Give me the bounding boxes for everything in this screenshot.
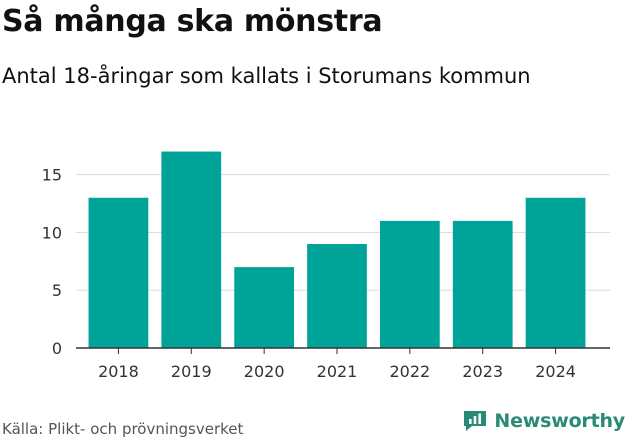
bar-2022 — [379, 220, 440, 348]
bar-2021 — [307, 244, 367, 348]
bar-chart: 0 5 10 15 2018 2019 2020 2021 2022 2023 2024 — [42, 151, 610, 381]
x-tick-label: 2021 — [317, 362, 358, 381]
chart-title: Så många ska mönstra — [2, 4, 383, 39]
chart-subtitle: Antal 18-åringar som kallats i Storumans… — [2, 64, 531, 88]
y-tick-label: 15 — [42, 166, 62, 185]
bar-2024 — [525, 197, 586, 348]
bar-2019 — [161, 151, 222, 348]
x-tick-label: 2019 — [171, 362, 212, 381]
source-note: Källa: Plikt- och prövningsverket — [2, 420, 244, 438]
bar-2018 — [88, 197, 149, 348]
y-tick-label: 0 — [52, 339, 62, 358]
x-tick-label: 2023 — [462, 362, 503, 381]
y-tick-label: 5 — [52, 281, 62, 300]
x-tick-label: 2024 — [535, 362, 576, 381]
brand-name: Newsworthy — [494, 410, 625, 432]
brand-logo: Newsworthy — [462, 408, 625, 434]
x-tick-label: 2018 — [98, 362, 139, 381]
bar-2020 — [234, 267, 295, 348]
newsworthy-logo-icon — [464, 411, 487, 431]
y-tick-label: 10 — [42, 223, 62, 242]
x-tick-label: 2020 — [244, 362, 285, 381]
x-tick-label: 2022 — [389, 362, 430, 381]
bar-2023 — [452, 220, 513, 348]
